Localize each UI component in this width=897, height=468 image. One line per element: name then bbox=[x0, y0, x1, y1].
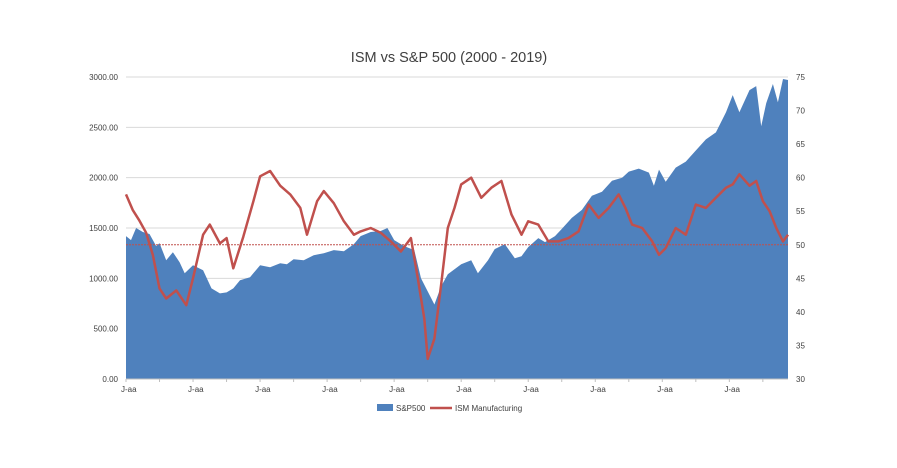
right-tick-label: 60 bbox=[796, 174, 805, 183]
legend: S&P500 ISM Manufacturing bbox=[377, 404, 522, 413]
x-tick-label: J-aa bbox=[657, 385, 673, 394]
x-tick-label: J-aa bbox=[590, 385, 606, 394]
left-tick-label: 1000.00 bbox=[89, 274, 118, 283]
right-tick-label: 50 bbox=[796, 241, 805, 250]
x-tick-label: J-aa bbox=[456, 385, 472, 394]
right-tick-label: 55 bbox=[796, 207, 805, 216]
right-tick-label: 40 bbox=[796, 308, 805, 317]
sp500-area bbox=[126, 79, 788, 379]
chart-title: ISM vs S&P 500 (2000 - 2019) bbox=[351, 50, 547, 66]
legend-swatch-sp500 bbox=[377, 404, 393, 411]
left-tick-label: 2000.00 bbox=[89, 174, 118, 183]
x-tick-label: J-aa bbox=[724, 385, 740, 394]
ism-line bbox=[124, 169, 790, 361]
right-tick-label: 45 bbox=[796, 274, 805, 283]
legend-label-sp500: S&P500 bbox=[396, 404, 426, 413]
right-tick-label: 30 bbox=[796, 375, 805, 384]
x-tick-label: J-aa bbox=[523, 385, 539, 394]
x-tick-label: J-aa bbox=[255, 385, 271, 394]
x-axis-ticks: J-aa J-aa J-aa J-aa J-aa J-aa J-aa J-aa J-aa J-aa bbox=[121, 379, 764, 394]
sp500-area-layer bbox=[126, 79, 788, 379]
right-tick-label: 70 bbox=[796, 107, 805, 116]
ism-line-layer bbox=[124, 169, 790, 361]
right-tick-label: 35 bbox=[796, 341, 805, 350]
x-tick-label: J-aa bbox=[389, 385, 405, 394]
right-tick-label: 65 bbox=[796, 140, 805, 149]
left-tick-label: 500.00 bbox=[94, 325, 119, 334]
legend-label-ism: ISM Manufacturing bbox=[455, 404, 522, 413]
x-tick-label: J-aa bbox=[322, 385, 338, 394]
right-axis-ticks: 30 35 40 45 50 55 60 65 70 75 bbox=[796, 73, 805, 384]
right-tick-label: 75 bbox=[796, 73, 805, 82]
left-tick-label: 2500.00 bbox=[89, 123, 118, 132]
left-axis-ticks: 0.00 500.00 1000.00 1500.00 2000.00 2500.00 30… bbox=[89, 73, 118, 384]
x-tick-label: J-aa bbox=[121, 385, 137, 394]
left-tick-label: 1500.00 bbox=[89, 224, 118, 233]
x-tick-label: J-aa bbox=[188, 385, 204, 394]
left-tick-label: 0.00 bbox=[102, 375, 118, 384]
left-tick-label: 3000.00 bbox=[89, 73, 118, 82]
